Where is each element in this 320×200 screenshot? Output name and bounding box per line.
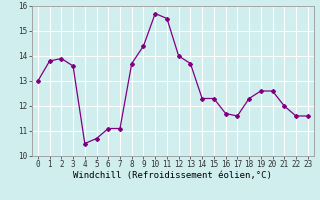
X-axis label: Windchill (Refroidissement éolien,°C): Windchill (Refroidissement éolien,°C) (73, 171, 272, 180)
